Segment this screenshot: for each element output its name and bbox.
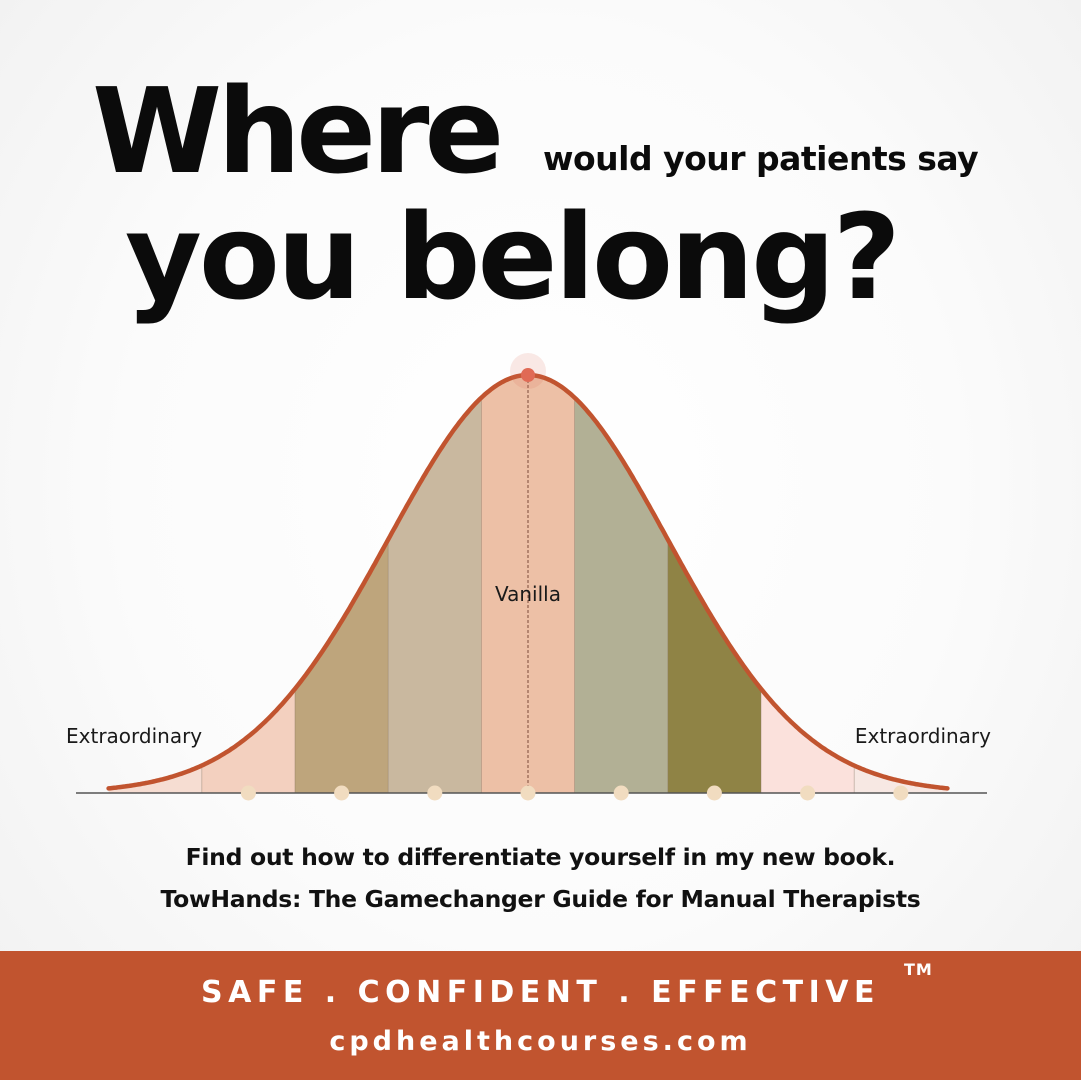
trademark-symbol: TM bbox=[904, 960, 933, 979]
website-url: cpdhealthcourses.com bbox=[329, 1026, 752, 1057]
baseline-marker-4 bbox=[520, 785, 536, 801]
curve-segment-3 bbox=[295, 539, 389, 793]
curve-segment-6 bbox=[574, 397, 668, 793]
curve-segment-2 bbox=[201, 688, 295, 793]
label-extraordinary-left: Extraordinary bbox=[66, 724, 202, 748]
headline-subtitle: would your patients say bbox=[543, 139, 979, 178]
curve-segment-7 bbox=[667, 539, 761, 793]
curve-segment-5 bbox=[481, 375, 575, 793]
baseline-marker-6 bbox=[706, 785, 722, 801]
baseline-marker-5 bbox=[613, 785, 629, 801]
baseline-marker-2 bbox=[334, 785, 350, 801]
label-extraordinary-right: Extraordinary bbox=[855, 724, 991, 748]
promo-line-1: Find out how to differentiate yourself i… bbox=[185, 843, 896, 871]
curve-segment-4 bbox=[388, 397, 482, 793]
label-vanilla: Vanilla bbox=[495, 582, 561, 606]
baseline-marker-3 bbox=[427, 785, 443, 801]
headline-where: Where bbox=[92, 62, 504, 200]
baseline-marker-8 bbox=[893, 785, 909, 801]
peak-marker bbox=[521, 368, 535, 382]
baseline-marker-7 bbox=[800, 785, 816, 801]
footer-banner: SAFE . CONFIDENT . EFFECTIVE TM cpdhealt… bbox=[0, 951, 1081, 1080]
tagline: SAFE . CONFIDENT . EFFECTIVE bbox=[201, 975, 880, 1010]
bell-curve-chart: Vanilla Extraordinary Extraordinary bbox=[66, 353, 991, 801]
promo-line-2: TowHands: The Gamechanger Guide for Manu… bbox=[160, 885, 921, 913]
curve-segment-8 bbox=[761, 688, 855, 793]
baseline-marker-1 bbox=[240, 785, 256, 801]
headline-you-belong: you belong? bbox=[125, 188, 901, 326]
